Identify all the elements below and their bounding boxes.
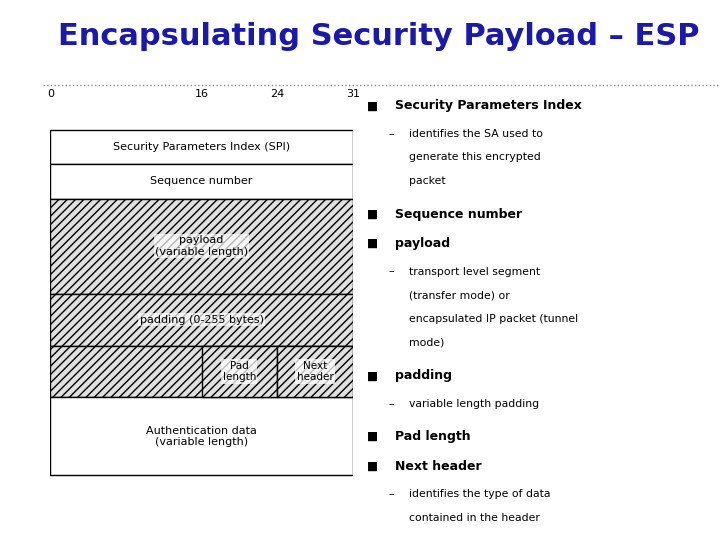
Text: padding: padding [395,369,452,382]
Text: 31: 31 [346,89,360,99]
Text: Security Parameters Index: Security Parameters Index [395,99,582,112]
Text: 24: 24 [270,89,284,99]
Text: –: – [388,129,394,139]
Text: –: – [388,399,394,409]
Text: payload
(variable length): payload (variable length) [155,235,248,257]
Text: Sequence number: Sequence number [150,177,253,186]
Text: generate this encrypted: generate this encrypted [410,152,541,163]
Text: Encapsulating Security PAyload – ESP: Encapsulating Security PAyload – ESP [17,200,27,421]
Text: Next header: Next header [395,460,482,472]
Text: ■: ■ [367,369,378,382]
Bar [50,294,353,346]
Text: Next
header: Next header [297,361,333,382]
Text: transport level segment: transport level segment [410,267,541,276]
Text: identifies the type of data: identifies the type of data [410,489,551,499]
Text: ■: ■ [367,208,378,221]
Text: identifies the SA used to: identifies the SA used to [410,129,544,139]
Text: encapsulated IP packet (tunnel: encapsulated IP packet (tunnel [410,314,578,324]
Text: ■: ■ [367,430,378,443]
Text: payload: payload [395,237,451,250]
Text: 16: 16 [194,89,209,99]
Text: variable length padding: variable length padding [410,399,539,409]
Text: (transfer mode) or: (transfer mode) or [410,291,510,300]
Bar [202,346,277,397]
Bar [50,397,353,475]
Text: Pad length: Pad length [395,430,471,443]
Bar [50,346,353,397]
Bar [50,199,353,294]
Text: ■: ■ [367,460,378,472]
Bar [277,346,353,397]
Bar [50,164,353,199]
Text: ■: ■ [367,99,378,112]
Text: mode): mode) [410,338,445,348]
Text: –: – [388,489,394,499]
Text: 12: 12 [680,518,702,532]
Text: Pad
length: Pad length [222,361,256,382]
Bar [50,130,353,164]
Text: –: – [388,267,394,276]
Text: ■: ■ [367,237,378,250]
Text: Authentication data
(variable length): Authentication data (variable length) [146,426,257,447]
Text: Security Parameters Index (SPI): Security Parameters Index (SPI) [113,142,290,152]
Text: contained in the header: contained in the header [410,513,540,523]
Text: 0: 0 [47,89,54,99]
Text: packet: packet [410,176,446,186]
Text: padding (0-255 bytes): padding (0-255 bytes) [140,315,264,325]
Text: Encapsulating Security Payload – ESP: Encapsulating Security Payload – ESP [58,22,699,51]
Text: Sequence number: Sequence number [395,208,523,221]
